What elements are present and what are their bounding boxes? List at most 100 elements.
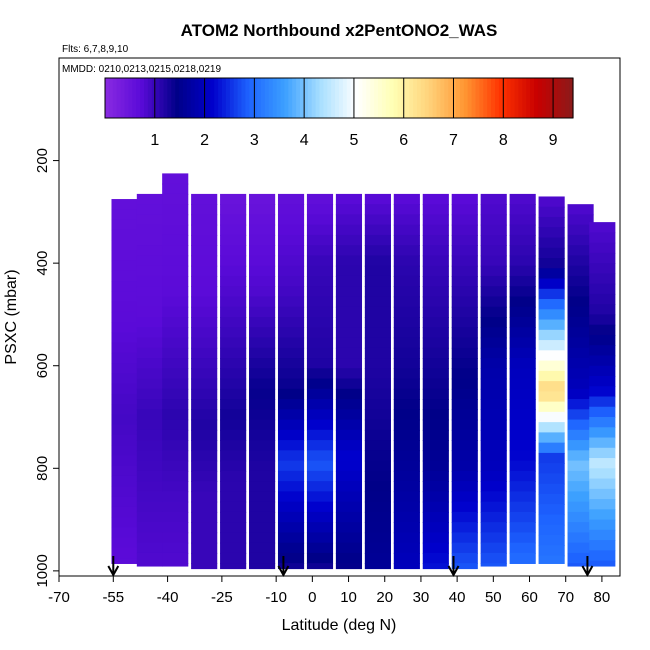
heatmap-cell [393,501,420,513]
heatmap-cell [538,483,565,495]
heatmap-cell [191,234,218,246]
heatmap-cell [451,522,478,534]
heatmap-cell [277,214,305,226]
heatmap-cell [451,450,478,462]
colorbar-swatch [300,78,305,118]
heatmap-cell [509,193,536,205]
heatmap-cell [393,317,420,329]
heatmap-cell [111,373,138,385]
heatmap-cell [335,409,363,421]
heatmap-cell [589,386,616,398]
heatmap-cell [538,329,565,341]
heatmap-cell [393,522,420,534]
heatmap-cell [335,419,363,431]
x-tick-label: 60 [521,589,538,606]
heatmap-cell [335,275,363,288]
heatmap-cell [335,286,363,298]
heatmap-cell [111,342,138,354]
heatmap-cell [364,255,391,267]
heatmap-cell [162,481,189,493]
heatmap-cell [567,563,594,567]
heatmap-cell [364,501,391,513]
heatmap-cell [538,258,565,270]
heatmap-cell [220,193,247,205]
heatmap-cell [111,486,138,498]
heatmap-cell [393,532,420,544]
colorbar-swatch [479,78,484,118]
heatmap-cell [567,501,594,513]
heatmap-cell [111,322,138,334]
colorbar-swatch [327,78,332,118]
heatmap-cell [277,358,305,370]
heatmap-cell [538,309,565,321]
heatmap-cell [335,522,363,534]
heatmap-cell [393,358,420,370]
heatmap-cell [136,511,163,523]
heatmap-cell [136,317,163,329]
heatmap-cell [480,552,507,564]
colorbar-swatch [163,78,168,118]
plot-area [107,173,616,578]
heatmap-cell [162,511,189,523]
colorbar-swatch [194,78,200,118]
heatmap-cell [567,347,594,359]
heatmap-cell [111,219,138,231]
heatmap-cell [277,532,305,544]
heatmap-cell [509,501,536,513]
colorbar-swatch [245,78,250,118]
heatmap-cell [335,532,363,544]
heatmap-cell [364,542,391,554]
colorbar-tick-label: 3 [250,132,259,149]
colorbar-swatch [530,78,535,118]
heatmap-cell [335,337,363,349]
heatmap-cell [220,265,247,277]
heatmap-cell [306,491,334,503]
heatmap-cell [136,378,163,390]
heatmap-cell [567,460,594,472]
heatmap-cell [111,209,138,221]
heatmap-cell [249,450,276,462]
colorbar-swatch [432,78,438,118]
heatmap-cell [191,470,218,482]
heatmap-cell [451,552,478,564]
heatmap-cell [136,327,163,339]
heatmap-cell [162,173,189,185]
heatmap-cell [111,465,138,477]
heatmap-cell [162,347,189,359]
colorbar-swatch [557,78,562,118]
heatmap-cell [191,388,218,400]
colorbar-swatch [440,78,445,118]
heatmap-cell [136,337,163,349]
colorbar-swatch [537,78,543,118]
heatmap-cell [277,317,305,329]
heatmap-cell [249,275,276,288]
heatmap-cell [136,368,163,380]
heatmap-cell [480,347,507,359]
heatmap-cell [538,299,565,311]
heatmap-cell [538,555,565,564]
heatmap-cell [220,368,247,380]
colorbar-swatch [249,78,254,118]
colorbar-swatch [452,78,457,118]
heatmap-cell [136,265,163,277]
heatmap-cell [306,481,334,493]
colorbar-swatch [526,78,531,118]
heatmap-cell [567,265,594,277]
heatmap-cell [451,460,478,472]
heatmap-cell [335,245,363,257]
heatmap-cell [480,327,507,339]
heatmap-cell [162,563,189,567]
heatmap-cell [422,501,449,513]
heatmap-cell [451,296,478,308]
heatmap-cell [509,481,536,493]
heatmap-cell [162,542,189,554]
heatmap-cell [335,460,363,472]
heatmap-cell [249,337,276,349]
heatmap-cell [277,275,305,288]
heatmap-cell [451,563,478,570]
heatmap-cell [422,265,449,277]
heatmap-cell [220,399,247,411]
heatmap-cell [191,501,218,513]
heatmap-cell [111,291,138,303]
colorbar-swatch [436,78,441,118]
